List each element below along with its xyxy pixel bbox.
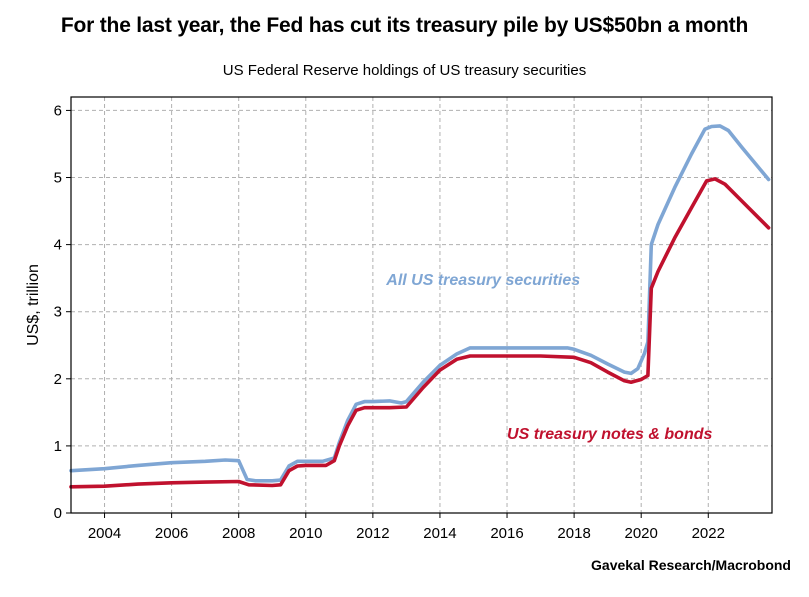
x-tick-label: 2016 bbox=[490, 525, 523, 542]
x-tick-label: 2022 bbox=[692, 525, 725, 542]
series-line-all-treasuries bbox=[69, 124, 771, 483]
series-labels: All US treasury securities US treasury no… bbox=[385, 272, 712, 443]
series-label-all-treasuries: All US treasury securities bbox=[385, 272, 580, 289]
chart-title: For the last year, the Fed has cut its t… bbox=[60, 14, 749, 37]
x-tick-label: 2004 bbox=[88, 525, 121, 542]
x-tick-label: 2020 bbox=[625, 525, 658, 542]
x-tick-label: 2014 bbox=[423, 525, 456, 542]
chart-subtitle: US Federal Reserve holdings of US treasu… bbox=[222, 62, 587, 79]
x-tick-label: 2008 bbox=[222, 525, 255, 542]
series-line-notes-bonds bbox=[69, 177, 771, 489]
y-tick-label: 1 bbox=[54, 438, 62, 455]
axis-ticks: 0 1 2 3 4 5 6 2004 2006 2008 2010 2012 2014 2016 2018 2… bbox=[54, 102, 725, 542]
plot-frame bbox=[70, 96, 773, 514]
series-lines bbox=[69, 124, 771, 489]
y-tick-label: 5 bbox=[54, 170, 62, 187]
x-tick-label: 2006 bbox=[155, 525, 188, 542]
y-tick-label: 4 bbox=[54, 237, 62, 254]
y-axis-label: US$, trillion bbox=[25, 264, 42, 346]
source-credit: Gavekal Research/Macrobond bbox=[591, 557, 791, 573]
series-label-notes-bonds: US treasury notes & bonds bbox=[507, 426, 712, 443]
gridlines bbox=[71, 97, 772, 513]
x-tick-label: 2018 bbox=[557, 525, 590, 542]
y-tick-label: 0 bbox=[54, 505, 62, 522]
x-tick-label: 2010 bbox=[289, 525, 322, 542]
y-tick-label: 3 bbox=[54, 304, 62, 321]
y-tick-label: 6 bbox=[54, 102, 62, 119]
x-tick-label: 2012 bbox=[356, 525, 389, 542]
y-tick-label: 2 bbox=[54, 371, 62, 388]
